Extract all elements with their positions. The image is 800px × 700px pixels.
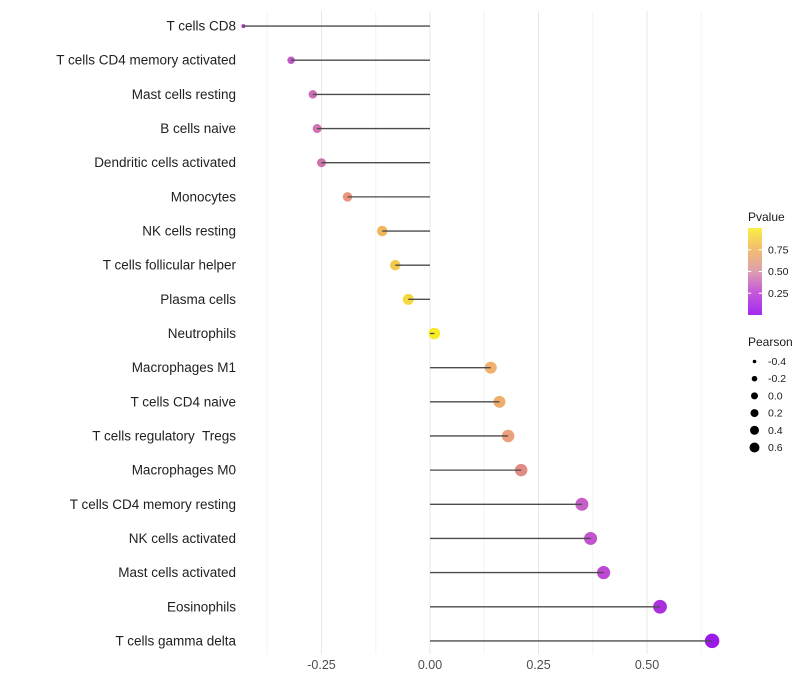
y-axis-label: Monocytes (171, 189, 237, 204)
y-axis-label: T cells CD8 (166, 19, 236, 34)
y-axis-label: Macrophages M1 (132, 360, 236, 375)
y-axis-label: NK cells activated (129, 531, 236, 546)
y-axis-label: NK cells resting (142, 224, 236, 239)
y-axis-label: Plasma cells (160, 292, 236, 307)
y-axis-label: Mast cells resting (132, 87, 236, 102)
y-axis-label: T cells CD4 memory resting (70, 497, 236, 512)
pearson-legend-label: 0.0 (768, 390, 783, 402)
y-axis-label: Neutrophils (168, 326, 237, 341)
x-axis-tick-label: 0.25 (526, 658, 550, 672)
pearson-legend-dot (752, 359, 757, 364)
y-axis-label: Macrophages M0 (132, 463, 236, 478)
pearson-legend-title: Pearson (748, 335, 793, 349)
y-axis-label: T cells follicular helper (103, 258, 237, 273)
pearson-legend-label: 0.4 (768, 425, 783, 437)
y-axis-label: Mast cells activated (118, 565, 236, 580)
pearson-legend-dot (751, 392, 758, 400)
y-axis-label: T cells gamma delta (115, 633, 236, 648)
pearson-legend-dot (749, 442, 760, 453)
y-axis-label: Dendritic cells activated (94, 155, 236, 170)
pearson-legend-label: -0.4 (768, 356, 786, 368)
pvalue-tick-label: 0.75 (768, 244, 789, 256)
pvalue-legend-title: Pvalue (748, 210, 785, 224)
pearson-legend-label: -0.2 (768, 373, 786, 385)
y-axis-label: T cells CD4 memory activated (56, 53, 236, 68)
y-axis-label: Eosinophils (167, 599, 236, 614)
y-axis-label: T cells CD4 naive (130, 394, 236, 409)
y-axis-label: T cells regulatory Tregs (92, 428, 236, 443)
pearson-legend-dot (750, 409, 759, 418)
x-axis-tick-label: -0.25 (307, 658, 336, 672)
pearson-legend-dot (751, 375, 758, 382)
pearson-legend-dot (750, 425, 759, 435)
pearson-legend-label: 0.6 (768, 442, 783, 454)
pvalue-colorbar (748, 228, 762, 315)
pvalue-tick-label: 0.25 (768, 288, 789, 300)
x-axis-tick-label: 0.50 (635, 658, 659, 672)
x-axis-tick-label: 0.00 (418, 658, 442, 672)
pvalue-tick-label: 0.50 (768, 266, 789, 278)
y-axis-label: B cells naive (160, 121, 236, 136)
pearson-legend-label: 0.2 (768, 408, 783, 420)
